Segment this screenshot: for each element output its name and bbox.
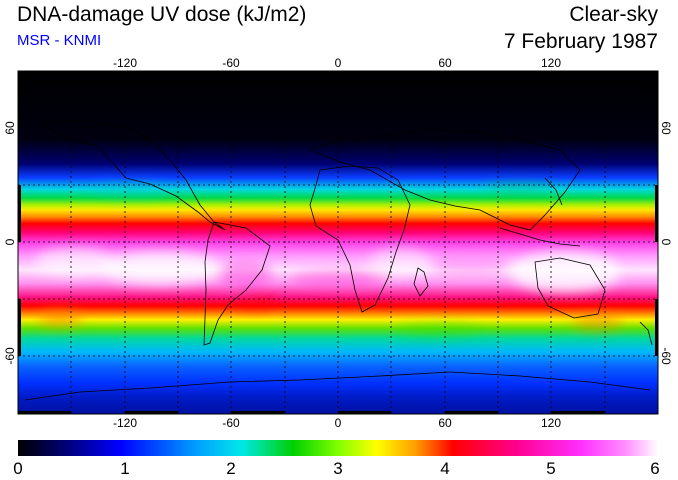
frame-bar-top: [125, 71, 178, 74]
frame-bar-bottom: [125, 411, 178, 414]
frame-bar-left: [18, 185, 21, 242]
colorbar-tick-label: 3: [333, 459, 343, 478]
graticule: [18, 71, 658, 414]
frame-bar-top: [18, 71, 71, 74]
colorbar: [18, 440, 658, 456]
lat-tick-label: 60: [3, 121, 17, 135]
madagascar-coast: [413, 267, 429, 297]
lat-labels-right: 60 0 -60: [659, 121, 673, 365]
lat-tick-label: 0: [3, 238, 17, 245]
lon-labels-top: -120 -60 0 60 120: [113, 56, 561, 70]
antarctica-coast: [24, 371, 651, 401]
australia-coast: [534, 257, 606, 319]
frame-bar-top: [231, 71, 285, 74]
north-america-coast: [38, 119, 226, 231]
frame-bar-bottom: [18, 411, 71, 414]
lat-labels-left: 60 0 -60: [3, 121, 17, 365]
lat-tick-label: 0: [659, 239, 673, 246]
colorbar-tick-label: 0: [13, 459, 23, 478]
uv-field: [18, 71, 658, 414]
lon-tick-label: -120: [113, 416, 137, 430]
sky-condition-label: Clear-sky: [569, 3, 658, 26]
lon-tick-label: -60: [222, 416, 240, 430]
lat-tick-label: -60: [659, 347, 673, 365]
date-label: 7 February 1987: [503, 30, 658, 53]
lon-tick-label: 120: [541, 56, 561, 70]
lon-tick-label: 60: [438, 56, 452, 70]
lon-tick-label: 120: [541, 416, 561, 430]
frame-bar-right: [655, 299, 658, 356]
colorbar-tick-label: 4: [440, 459, 450, 478]
indonesia-coast: [499, 227, 581, 247]
frame-bar-bottom: [338, 411, 391, 414]
japan-coast: [544, 177, 563, 206]
frame-bar-bottom: [231, 411, 285, 414]
lat-tick-label: 60: [659, 121, 673, 135]
frame-bar-left: [18, 299, 21, 356]
map-title: DNA-damage UV dose (kJ/m2): [17, 3, 307, 26]
south-america-coast: [203, 221, 271, 346]
frame-bar-top: [551, 71, 605, 74]
lon-labels-bottom: -120 -60 0 60 120: [113, 416, 561, 430]
colorbar-tick-label: 2: [226, 459, 236, 478]
lon-tick-label: -60: [222, 56, 240, 70]
colorbar-tick-label: 5: [546, 459, 556, 478]
lon-tick-label: -120: [113, 56, 137, 70]
lon-tick-label: 0: [335, 56, 342, 70]
colorbar-tick-label: 6: [650, 459, 660, 478]
data-source-label: MSR - KNMI: [17, 32, 102, 49]
frame-bar-bottom: [445, 411, 498, 414]
new-zealand-coast: [639, 321, 653, 346]
frame-bars: [18, 71, 658, 414]
frame-bar-right: [655, 71, 658, 128]
lon-tick-label: 0: [335, 416, 342, 430]
eurasia-coast: [308, 129, 581, 231]
colorbar-tick-label: 1: [120, 459, 130, 478]
frame-bar-right: [655, 185, 658, 242]
frame-bar-top: [445, 71, 498, 74]
frame-bar-left: [18, 71, 21, 128]
lon-tick-label: 60: [438, 416, 452, 430]
lat-tick-label: -60: [3, 347, 17, 365]
frame-bar-top: [338, 71, 391, 74]
frame-bar-bottom: [551, 411, 605, 414]
